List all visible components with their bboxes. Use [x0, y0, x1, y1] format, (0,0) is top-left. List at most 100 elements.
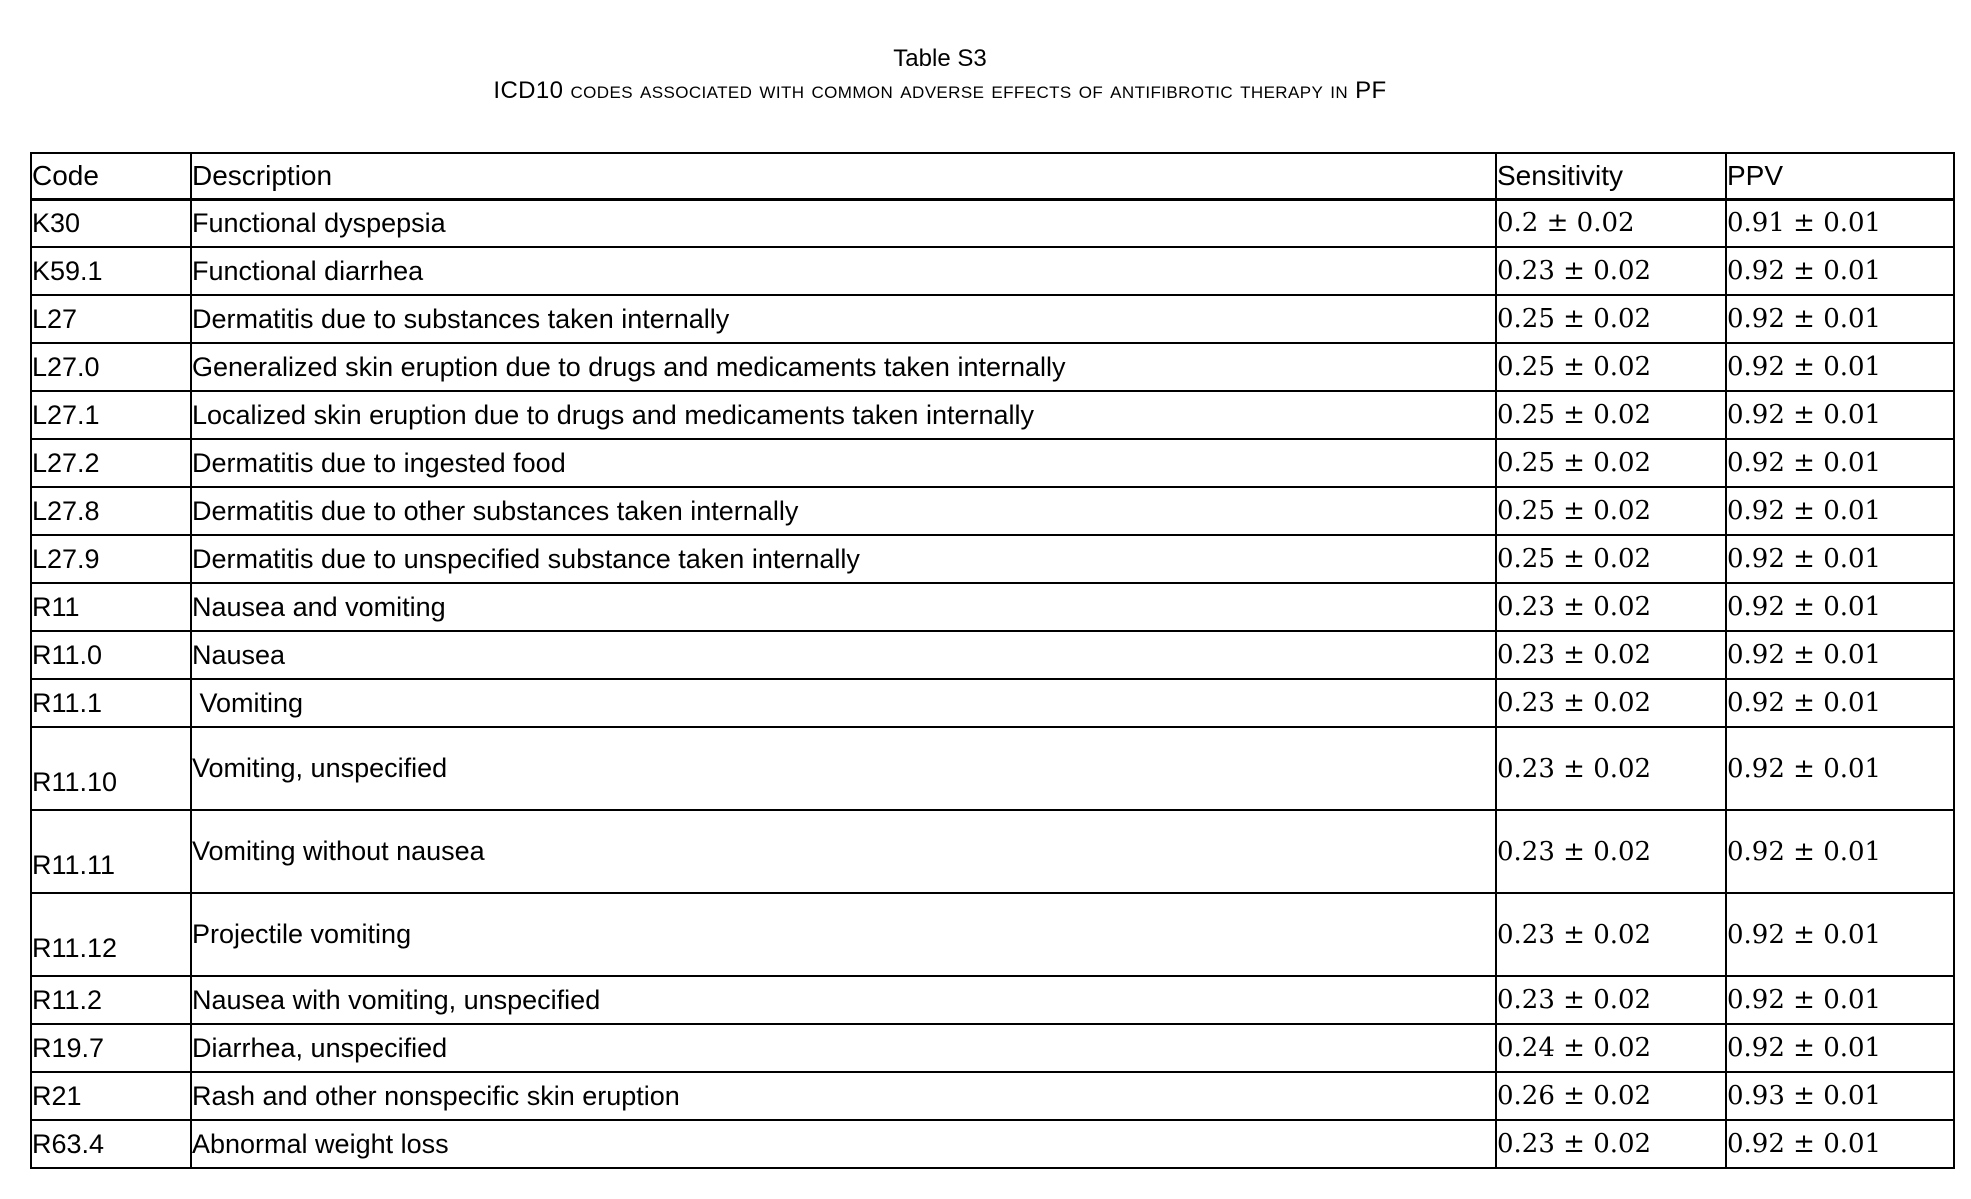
code-cell: L27.8: [30, 486, 192, 536]
ppv-cell: 0.92 ± 0.01: [1725, 678, 1955, 728]
sensitivity-cell: 0.23 ± 0.02: [1495, 678, 1727, 728]
table-row: L27.2 Dermatitis due to ingested food 0.…: [30, 438, 1955, 488]
table-row: R11.2 Nausea with vomiting, unspecified …: [30, 975, 1955, 1025]
ppv-cell: 0.92 ± 0.01: [1725, 892, 1955, 977]
code-cell: R63.4: [30, 1119, 192, 1169]
description-cell: Rash and other nonspecific skin eruption: [190, 1071, 1497, 1121]
table-row: R21 Rash and other nonspecific skin erup…: [30, 1071, 1955, 1121]
description-cell: Vomiting without nausea: [190, 809, 1497, 894]
description-cell: Dermatitis due to unspecified substance …: [190, 534, 1497, 584]
sensitivity-cell: 0.23 ± 0.02: [1495, 582, 1727, 632]
sensitivity-cell: 0.24 ± 0.02: [1495, 1023, 1727, 1073]
code-cell: R11.1: [30, 678, 192, 728]
col-header-sensitivity: Sensitivity: [1495, 152, 1727, 201]
sensitivity-cell: 0.25 ± 0.02: [1495, 390, 1727, 440]
ppv-cell: 0.92 ± 0.01: [1725, 438, 1955, 488]
sensitivity-cell: 0.25 ± 0.02: [1495, 438, 1727, 488]
description-cell: Localized skin eruption due to drugs and…: [190, 390, 1497, 440]
table-row: R11.12 Projectile vomiting 0.23 ± 0.02 0…: [30, 892, 1955, 977]
col-header-description: Description: [190, 152, 1497, 201]
ppv-cell: 0.92 ± 0.01: [1725, 726, 1955, 811]
header-row: Code Description Sensitivity PPV: [30, 152, 1955, 201]
sensitivity-cell: 0.25 ± 0.02: [1495, 534, 1727, 584]
description-cell: Functional diarrhea: [190, 246, 1497, 296]
ppv-cell: 0.92 ± 0.01: [1725, 486, 1955, 536]
ppv-cell: 0.91 ± 0.01: [1725, 198, 1955, 248]
caption-title-suffix: PF: [1348, 77, 1387, 104]
ppv-cell: 0.92 ± 0.01: [1725, 294, 1955, 344]
table-row: R11 Nausea and vomiting 0.23 ± 0.02 0.92…: [30, 582, 1955, 632]
table-body: K30 Functional dyspepsia 0.2 ± 0.02 0.91…: [30, 198, 1955, 1169]
ppv-cell: 0.92 ± 0.01: [1725, 534, 1955, 584]
code-cell: R11: [30, 582, 192, 632]
col-header-ppv: PPV: [1725, 152, 1955, 201]
description-cell: Vomiting, unspecified: [190, 726, 1497, 811]
table-row: R19.7 Diarrhea, unspecified 0.24 ± 0.02 …: [30, 1023, 1955, 1073]
description-cell: Diarrhea, unspecified: [190, 1023, 1497, 1073]
code-cell: R11.2: [30, 975, 192, 1025]
description-cell: Projectile vomiting: [190, 892, 1497, 977]
code-cell: R11.10: [30, 726, 192, 811]
code-cell: L27: [30, 294, 192, 344]
sensitivity-cell: 0.23 ± 0.02: [1495, 1119, 1727, 1169]
ppv-cell: 0.92 ± 0.01: [1725, 630, 1955, 680]
ppv-cell: 0.92 ± 0.01: [1725, 1023, 1955, 1073]
ppv-cell: 0.92 ± 0.01: [1725, 582, 1955, 632]
table-row: K30 Functional dyspepsia 0.2 ± 0.02 0.91…: [30, 198, 1955, 248]
table-row: R11.11 Vomiting without nausea 0.23 ± 0.…: [30, 809, 1955, 894]
ppv-cell: 0.92 ± 0.01: [1725, 342, 1955, 392]
table-row: L27.8 Dermatitis due to other substances…: [30, 486, 1955, 536]
table-row: R11.1 Vomiting 0.23 ± 0.02 0.92 ± 0.01: [30, 678, 1955, 728]
sensitivity-cell: 0.23 ± 0.02: [1495, 975, 1727, 1025]
table-row: L27 Dermatitis due to substances taken i…: [30, 294, 1955, 344]
sensitivity-cell: 0.23 ± 0.02: [1495, 630, 1727, 680]
ppv-cell: 0.92 ± 0.01: [1725, 390, 1955, 440]
table-row: R11.10 Vomiting, unspecified 0.23 ± 0.02…: [30, 726, 1955, 811]
description-cell: Abnormal weight loss: [190, 1119, 1497, 1169]
code-cell: K59.1: [30, 246, 192, 296]
code-cell: L27.9: [30, 534, 192, 584]
sensitivity-cell: 0.25 ± 0.02: [1495, 294, 1727, 344]
code-cell: L27.1: [30, 390, 192, 440]
code-cell: L27.2: [30, 438, 192, 488]
table-row: R63.4 Abnormal weight loss 0.23 ± 0.02 0…: [30, 1119, 1955, 1169]
code-cell: R11.11: [30, 809, 192, 894]
table-row: L27.0 Generalized skin eruption due to d…: [30, 342, 1955, 392]
code-cell: K30: [30, 198, 192, 248]
description-cell: Nausea with vomiting, unspecified: [190, 975, 1497, 1025]
sensitivity-cell: 0.23 ± 0.02: [1495, 892, 1727, 977]
caption-title-prefix: ICD10: [493, 77, 571, 104]
code-cell: R19.7: [30, 1023, 192, 1073]
description-cell: Dermatitis due to substances taken inter…: [190, 294, 1497, 344]
sensitivity-cell: 0.23 ± 0.02: [1495, 809, 1727, 894]
sensitivity-cell: 0.25 ± 0.02: [1495, 342, 1727, 392]
description-cell: Functional dyspepsia: [190, 198, 1497, 248]
code-cell: R11.0: [30, 630, 192, 680]
ppv-cell: 0.92 ± 0.01: [1725, 1119, 1955, 1169]
code-cell: R11.12: [30, 892, 192, 977]
ppv-cell: 0.93 ± 0.01: [1725, 1071, 1955, 1121]
table-row: K59.1 Functional diarrhea 0.23 ± 0.02 0.…: [30, 246, 1955, 296]
sensitivity-cell: 0.25 ± 0.02: [1495, 486, 1727, 536]
sensitivity-cell: 0.26 ± 0.02: [1495, 1071, 1727, 1121]
code-cell: R21: [30, 1071, 192, 1121]
sensitivity-cell: 0.23 ± 0.02: [1495, 726, 1727, 811]
description-cell: Generalized skin eruption due to drugs a…: [190, 342, 1497, 392]
icd10-codes-table: Code Description Sensitivity PPV K30 Fun…: [30, 152, 1955, 1169]
table-row: L27.1 Localized skin eruption due to dru…: [30, 390, 1955, 440]
description-cell: Nausea: [190, 630, 1497, 680]
ppv-cell: 0.92 ± 0.01: [1725, 246, 1955, 296]
col-header-code: Code: [30, 152, 192, 201]
caption-title-smallcaps: codes associated with common adverse eff…: [570, 77, 1349, 104]
ppv-cell: 0.92 ± 0.01: [1725, 975, 1955, 1025]
ppv-cell: 0.92 ± 0.01: [1725, 809, 1955, 894]
table-caption: Table S3 ICD10 codes associated with com…: [0, 44, 1880, 105]
caption-title: ICD10 codes associated with common adver…: [0, 76, 1880, 105]
description-cell: Nausea and vomiting: [190, 582, 1497, 632]
description-cell: Dermatitis due to ingested food: [190, 438, 1497, 488]
table-row: L27.9 Dermatitis due to unspecified subs…: [30, 534, 1955, 584]
table-row: R11.0 Nausea 0.23 ± 0.02 0.92 ± 0.01: [30, 630, 1955, 680]
code-cell: L27.0: [30, 342, 192, 392]
sensitivity-cell: 0.23 ± 0.02: [1495, 246, 1727, 296]
description-cell: Vomiting: [190, 678, 1497, 728]
